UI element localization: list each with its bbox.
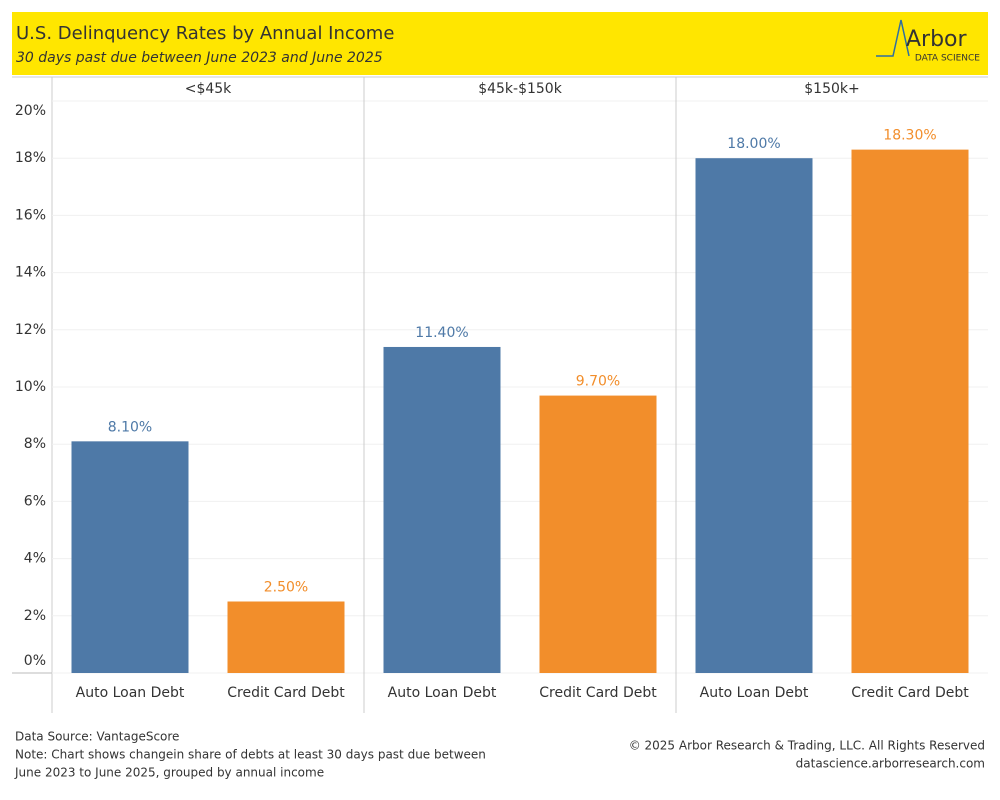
data-label: 11.40% (415, 325, 468, 341)
bar (383, 346, 501, 673)
y-tick-label: 18% (15, 150, 46, 166)
data-label: 18.30% (883, 128, 936, 144)
bar (851, 149, 969, 673)
chart-subtitle: 30 days past due between June 2023 and J… (16, 50, 383, 66)
copyright: © 2025 Arbor Research & Trading, LLC. Al… (629, 739, 985, 753)
y-tick-label: 6% (24, 493, 46, 509)
logo-mark (876, 19, 910, 57)
x-tick-label: Auto Loan Debt (388, 685, 497, 701)
y-tick-label: 16% (15, 207, 46, 223)
data-label: 9.70% (576, 374, 620, 390)
x-tick-label: Auto Loan Debt (700, 685, 809, 701)
header-band (12, 12, 988, 75)
x-tick-label: Credit Card Debt (851, 685, 969, 701)
y-tick-label: 20% (15, 103, 46, 119)
x-tick-label: Auto Loan Debt (76, 685, 185, 701)
note: June 2023 to June 2025, grouped by annua… (14, 766, 324, 780)
y-tick-label: 12% (15, 322, 46, 338)
panel-header: $150k+ (804, 81, 859, 97)
y-tick-label: 0% (24, 653, 46, 669)
y-tick-label: 8% (24, 436, 46, 452)
bar (539, 395, 657, 673)
y-tick-label: 4% (24, 551, 46, 567)
bar (71, 441, 189, 673)
x-tick-label: Credit Card Debt (227, 685, 345, 701)
bar (227, 601, 345, 673)
y-tick-label: 14% (15, 265, 46, 281)
data-label: 2.50% (264, 580, 308, 596)
panel-header: <$45k (185, 81, 232, 97)
x-tick-label: Credit Card Debt (539, 685, 657, 701)
website: datascience.arborresearch.com (796, 757, 985, 771)
logo-tagline: DATA SCIENCE (915, 54, 980, 64)
logo-name: Arbor (906, 27, 968, 52)
note: Note: Chart shows changein share of debt… (15, 748, 486, 762)
y-tick-label: 10% (15, 379, 46, 395)
source: Data Source: VantageScore (15, 730, 179, 744)
bar (695, 158, 813, 673)
y-tick-label: 2% (24, 608, 46, 624)
chart-title: U.S. Delinquency Rates by Annual Income (16, 23, 394, 44)
data-label: 8.10% (108, 419, 152, 435)
data-label: 18.00% (727, 136, 780, 152)
panel-header: $45k-$150k (478, 81, 563, 97)
